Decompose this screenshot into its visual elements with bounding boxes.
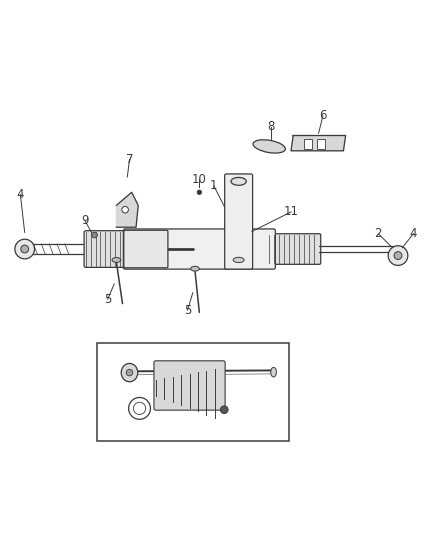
Text: 1: 1 xyxy=(210,179,218,192)
Ellipse shape xyxy=(121,364,138,382)
Polygon shape xyxy=(117,192,138,227)
Ellipse shape xyxy=(233,257,244,263)
Text: 7: 7 xyxy=(126,153,133,166)
FancyBboxPatch shape xyxy=(84,231,131,268)
Text: 4: 4 xyxy=(410,227,417,240)
Ellipse shape xyxy=(129,398,150,419)
Ellipse shape xyxy=(92,232,97,238)
Ellipse shape xyxy=(220,406,228,414)
Ellipse shape xyxy=(191,266,199,271)
Bar xyxy=(317,139,325,149)
Ellipse shape xyxy=(253,140,286,153)
FancyBboxPatch shape xyxy=(154,361,225,410)
Ellipse shape xyxy=(15,239,35,259)
Text: 5: 5 xyxy=(184,304,191,317)
Text: 6: 6 xyxy=(319,109,327,123)
Text: 9: 9 xyxy=(81,214,89,227)
Text: 5: 5 xyxy=(104,293,111,306)
Ellipse shape xyxy=(271,367,276,377)
Ellipse shape xyxy=(21,245,28,253)
Polygon shape xyxy=(291,135,346,151)
Ellipse shape xyxy=(394,252,402,260)
FancyBboxPatch shape xyxy=(268,234,321,264)
FancyBboxPatch shape xyxy=(124,230,168,268)
Ellipse shape xyxy=(112,257,121,262)
Text: 2: 2 xyxy=(374,227,382,240)
Text: 10: 10 xyxy=(192,173,207,185)
Text: 4: 4 xyxy=(17,188,24,201)
Ellipse shape xyxy=(388,246,408,265)
Ellipse shape xyxy=(126,369,133,376)
FancyBboxPatch shape xyxy=(225,174,253,269)
FancyBboxPatch shape xyxy=(124,229,276,269)
Text: 8: 8 xyxy=(267,120,274,133)
Bar xyxy=(304,139,312,149)
Ellipse shape xyxy=(231,177,246,185)
Ellipse shape xyxy=(134,402,146,415)
Text: 11: 11 xyxy=(283,205,299,219)
Ellipse shape xyxy=(122,206,128,213)
Bar xyxy=(97,343,289,441)
Ellipse shape xyxy=(197,190,201,195)
